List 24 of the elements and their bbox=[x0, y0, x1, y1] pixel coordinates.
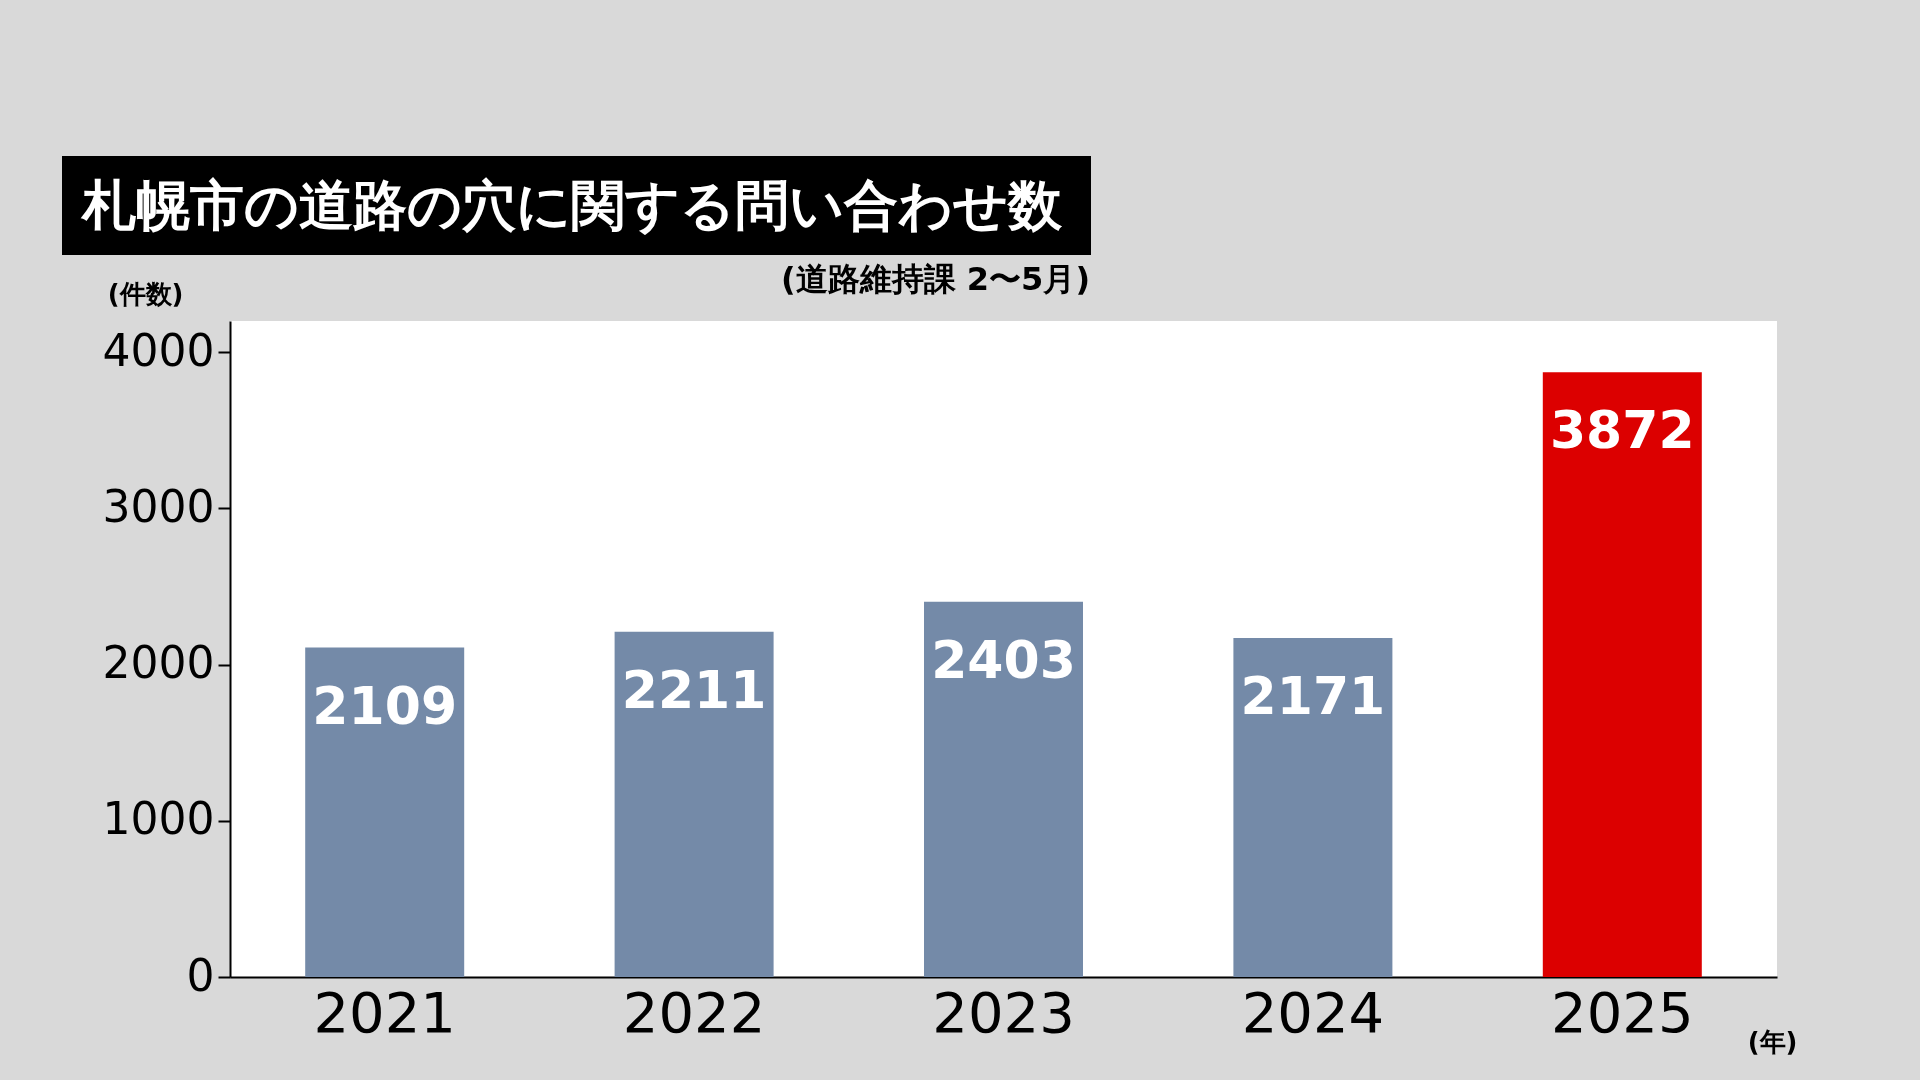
data-label: 2211 bbox=[621, 659, 767, 720]
bar bbox=[1233, 637, 1393, 977]
bar bbox=[614, 631, 774, 977]
bar bbox=[924, 601, 1083, 977]
y-tick-label: 3000 bbox=[102, 480, 215, 532]
x-axis-title: (年) bbox=[1747, 1026, 1798, 1057]
y-tick-label: 0 bbox=[186, 949, 215, 1001]
chart-title: 札幌市の道路の穴に関する問い合わせ数 bbox=[62, 156, 1091, 255]
data-label: 3872 bbox=[1549, 400, 1695, 461]
data-label: 2171 bbox=[1240, 665, 1386, 726]
y-tick-label: 2000 bbox=[102, 637, 215, 689]
chart-subtitle: (道路維持課 2〜5月) bbox=[781, 259, 1090, 300]
x-tick-label: 2024 bbox=[1241, 979, 1385, 1045]
y-axis-title: (件数) bbox=[107, 278, 184, 309]
data-label: 2403 bbox=[931, 629, 1076, 690]
bar bbox=[305, 647, 465, 977]
x-tick-label: 2022 bbox=[622, 979, 766, 1045]
data-label: 2109 bbox=[312, 675, 458, 736]
x-tick-label: 2023 bbox=[932, 979, 1075, 1045]
x-tick-label: 2021 bbox=[313, 979, 456, 1045]
bar bbox=[1542, 372, 1702, 977]
x-tick-label: 2025 bbox=[1551, 979, 1694, 1045]
y-tick-label: 4000 bbox=[102, 324, 215, 376]
y-tick-label: 1000 bbox=[102, 793, 215, 845]
